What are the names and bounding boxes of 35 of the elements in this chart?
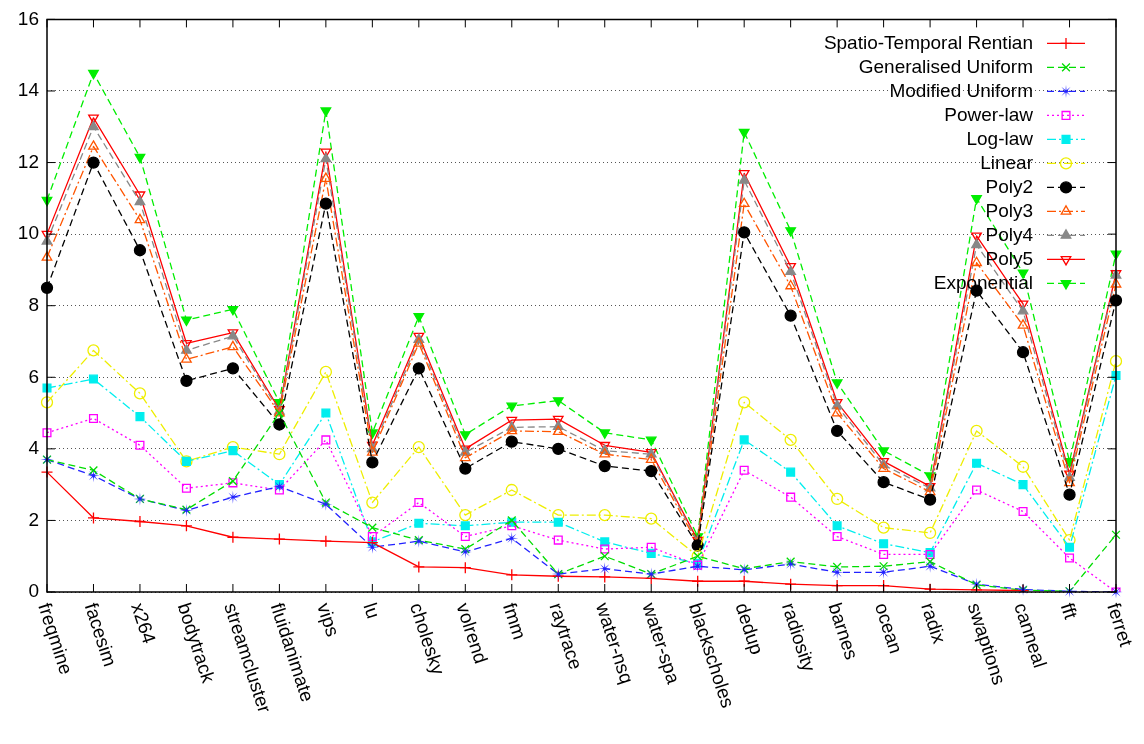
x-tick-label: raytrace xyxy=(545,600,587,673)
x-tick-label: canneal xyxy=(1010,600,1051,671)
legend-label: Generalised Uniform xyxy=(858,55,1033,77)
legend-label: Power-law xyxy=(944,103,1034,125)
y-tick-label: 6 xyxy=(28,365,39,387)
y-tick-label: 2 xyxy=(28,508,39,530)
x-tick-label: cholesky xyxy=(406,600,450,678)
legend-label: Linear xyxy=(980,151,1034,173)
x-tick-label: x264 xyxy=(127,600,161,647)
y-tick-label: 10 xyxy=(17,222,39,244)
x-tick-label: vips xyxy=(313,600,344,639)
legend-label: Log-law xyxy=(966,127,1034,149)
legend-label: Modified Uniform xyxy=(889,79,1033,101)
x-tick-label: fmm xyxy=(499,600,531,642)
x-tick-label: radiosity xyxy=(777,600,820,675)
legend-label: Poly4 xyxy=(985,223,1034,245)
y-tick-label: 0 xyxy=(28,580,39,602)
legend-label: Poly3 xyxy=(985,199,1033,221)
x-tick-label: facesim xyxy=(80,600,121,670)
y-tick-label: 14 xyxy=(17,79,40,101)
x-tick-label: barnes xyxy=(824,600,863,663)
x-tick-label: ocean xyxy=(870,600,907,657)
x-tick-label: fft xyxy=(1056,600,1082,623)
y-tick-label: 8 xyxy=(28,293,39,315)
x-tick-label: volrend xyxy=(452,600,492,667)
x-tick-label: ferret xyxy=(1103,600,1138,650)
y-tick-label: 12 xyxy=(17,150,39,172)
legend-label: Poly2 xyxy=(985,175,1033,197)
legend-label: Spatio-Temporal Rentian xyxy=(823,31,1033,53)
x-tick-label: radix xyxy=(917,600,951,647)
x-tick-label: lu xyxy=(359,600,385,621)
y-tick-label: 4 xyxy=(28,437,40,459)
x-tick-label: freqmine xyxy=(34,600,78,678)
y-tick-label: 16 xyxy=(17,7,39,29)
x-tick-label: dedup xyxy=(731,600,768,658)
